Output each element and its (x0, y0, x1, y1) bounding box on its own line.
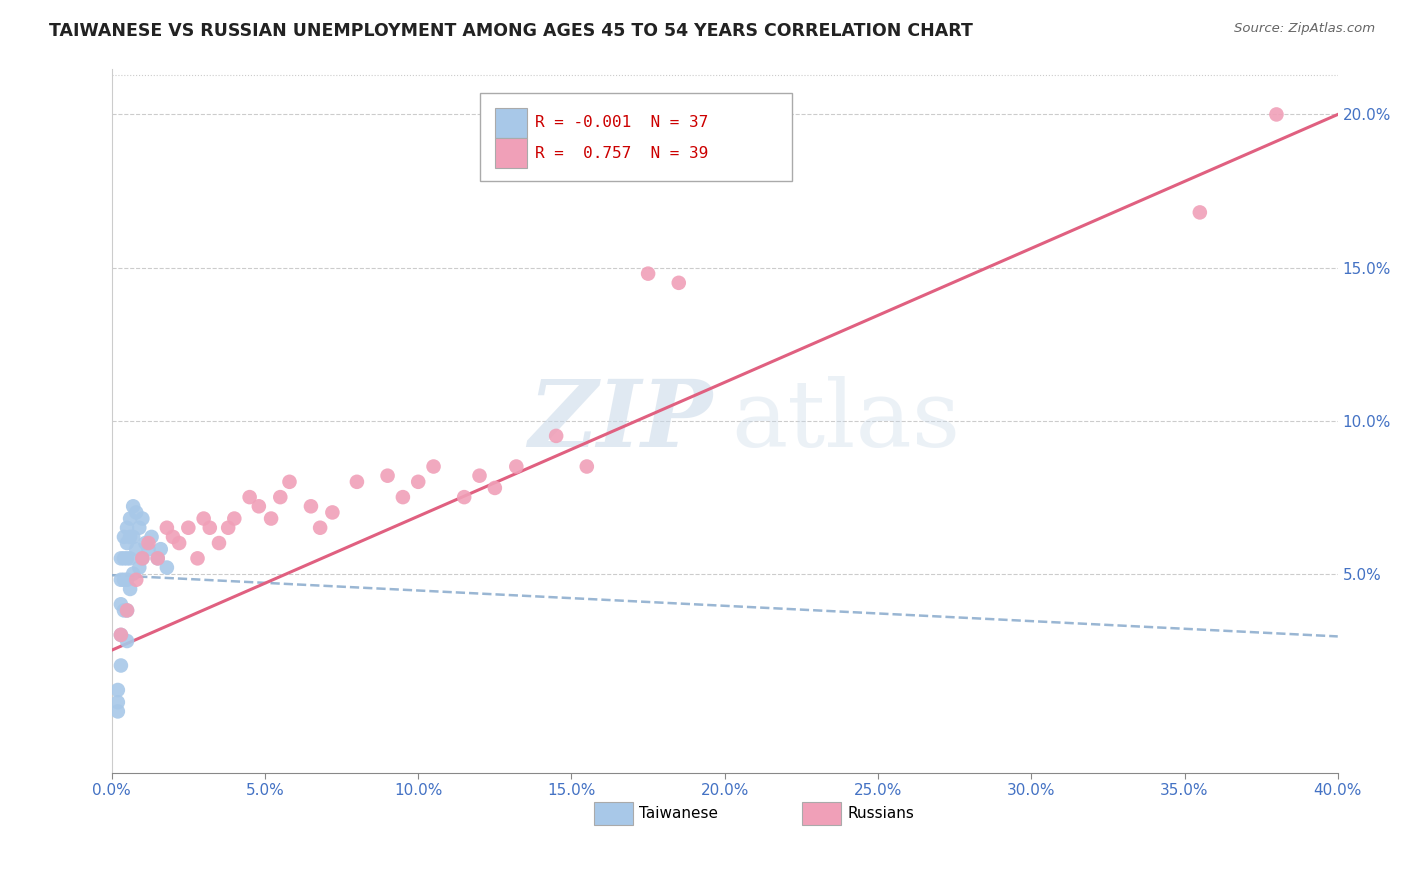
Point (468, 468, 491, 483)
Point (193, 511, 215, 525)
Text: R = -0.001  N = 37: R = -0.001 N = 37 (534, 115, 709, 130)
Text: R =  0.757  N = 39: R = 0.757 N = 39 (534, 145, 709, 161)
Text: Source: ZipAtlas.com: Source: ZipAtlas.com (1234, 22, 1375, 36)
Point (112, 530, 135, 544)
FancyBboxPatch shape (495, 138, 527, 168)
Point (186, 551, 208, 566)
FancyBboxPatch shape (479, 93, 792, 181)
Point (309, 521, 332, 535)
Point (546, 429, 568, 443)
Point (122, 530, 145, 544)
Point (177, 521, 200, 535)
Point (637, 267, 659, 281)
Point (125, 505, 148, 519)
Point (149, 542, 172, 557)
Point (505, 459, 527, 474)
Point (110, 597, 132, 611)
Point (112, 603, 135, 617)
Point (156, 560, 179, 574)
Point (125, 573, 148, 587)
Point (115, 603, 138, 617)
Point (217, 521, 239, 535)
Point (120, 511, 142, 525)
Point (156, 521, 179, 535)
Point (112, 573, 135, 587)
Point (278, 475, 301, 489)
Point (138, 542, 160, 557)
Point (110, 628, 132, 642)
Point (162, 530, 184, 544)
Text: Russians: Russians (848, 806, 914, 821)
Point (115, 536, 138, 550)
Text: ZIP: ZIP (529, 376, 713, 466)
Point (392, 490, 415, 504)
Point (128, 521, 150, 535)
Point (269, 490, 291, 504)
Point (299, 500, 322, 514)
Point (668, 276, 690, 290)
Point (131, 511, 153, 525)
Point (120, 530, 142, 544)
Point (115, 603, 138, 617)
FancyBboxPatch shape (495, 108, 527, 137)
Point (120, 551, 142, 566)
Point (1188, 205, 1211, 219)
Point (110, 628, 132, 642)
Point (107, 683, 129, 698)
Point (422, 459, 444, 474)
Point (110, 573, 132, 587)
Point (321, 505, 343, 519)
Point (260, 511, 283, 525)
Point (198, 521, 221, 535)
Text: TAIWANESE VS RUSSIAN UNEMPLOYMENT AMONG AGES 45 TO 54 YEARS CORRELATION CHART: TAIWANESE VS RUSSIAN UNEMPLOYMENT AMONG … (49, 22, 973, 40)
Point (146, 551, 169, 566)
Point (125, 542, 148, 557)
Point (141, 530, 163, 544)
Point (224, 511, 246, 525)
Point (110, 658, 132, 673)
Point (1265, 107, 1288, 121)
Point (239, 490, 262, 504)
Point (575, 459, 598, 474)
FancyBboxPatch shape (801, 802, 841, 825)
Text: atlas: atlas (731, 376, 960, 466)
Point (128, 560, 150, 574)
Point (406, 475, 429, 489)
Point (110, 551, 132, 566)
Point (346, 475, 368, 489)
Point (115, 634, 138, 648)
Point (120, 582, 142, 596)
FancyBboxPatch shape (593, 802, 633, 825)
Point (146, 551, 169, 566)
Point (134, 536, 156, 550)
Point (453, 490, 475, 504)
Point (107, 695, 129, 709)
Point (377, 468, 399, 483)
Point (484, 481, 506, 495)
Point (131, 551, 153, 566)
Point (131, 551, 153, 566)
Point (115, 573, 138, 587)
Point (107, 705, 129, 719)
Point (115, 551, 138, 566)
Point (122, 566, 145, 581)
Point (122, 500, 145, 514)
Point (208, 536, 231, 550)
Point (115, 521, 138, 535)
Point (112, 551, 135, 566)
Point (138, 536, 160, 550)
Point (247, 500, 270, 514)
Text: Taiwanese: Taiwanese (638, 806, 718, 821)
Point (167, 536, 190, 550)
